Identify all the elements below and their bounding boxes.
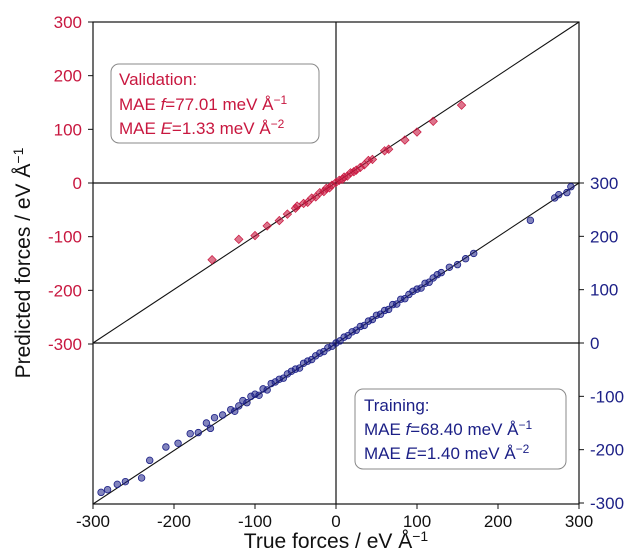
training-point bbox=[186, 429, 194, 438]
training-point bbox=[103, 485, 112, 494]
x-tick-label: -200 bbox=[157, 512, 191, 531]
validation-point bbox=[412, 127, 422, 137]
training-point bbox=[555, 191, 563, 199]
validation-points bbox=[207, 100, 467, 265]
validation-point bbox=[274, 215, 284, 226]
training-annotation-box bbox=[354, 388, 567, 470]
training-point bbox=[218, 411, 227, 419]
training-point bbox=[174, 439, 182, 447]
training-point bbox=[263, 386, 271, 394]
y-right-tick-label: 200 bbox=[590, 227, 618, 246]
validation-annotation-box bbox=[110, 63, 320, 144]
y-right-tick-label: 100 bbox=[590, 281, 618, 300]
training-annotation-title: Training: bbox=[364, 396, 430, 415]
validation-point bbox=[367, 154, 378, 165]
validation-point bbox=[262, 221, 272, 231]
training-point bbox=[417, 284, 425, 292]
training-point bbox=[567, 183, 575, 191]
validation-point bbox=[456, 100, 467, 110]
y-right-tick-label: -300 bbox=[590, 494, 624, 513]
training-point bbox=[470, 249, 478, 258]
training-point bbox=[235, 402, 243, 410]
training-annotation: Training: MAE f=68.40 meV Å−1 MAE E=1.40… bbox=[354, 388, 567, 470]
x-tick-label: 0 bbox=[331, 512, 340, 531]
y-left-tick-label: -200 bbox=[48, 281, 82, 300]
x-tick-label: 200 bbox=[484, 512, 512, 531]
training-point bbox=[437, 268, 445, 277]
training-point bbox=[243, 399, 251, 407]
validation-annotation-mae-f: MAE f=77.01 meV Å−1 bbox=[119, 93, 288, 114]
validation-point bbox=[292, 201, 302, 211]
x-tick-label: -300 bbox=[76, 512, 110, 531]
y-right-tick-label: -100 bbox=[590, 387, 624, 406]
training-point bbox=[145, 456, 154, 465]
x-tick-label: 100 bbox=[403, 512, 431, 531]
validation-point bbox=[234, 234, 244, 245]
y-axis-label: Predicted forces / eV Å−1 bbox=[10, 147, 35, 378]
y-right-tick-label: -200 bbox=[590, 441, 624, 460]
training-annotation-mae-f: MAE f=68.40 meV Å−1 bbox=[364, 418, 533, 439]
training-point bbox=[295, 364, 304, 372]
validation-point bbox=[250, 230, 260, 241]
y-left-tick-label: -300 bbox=[48, 335, 82, 354]
training-annotation-mae-e: MAE E=1.40 meV Å−2 bbox=[364, 442, 530, 463]
training-point bbox=[97, 488, 105, 497]
training-point bbox=[453, 260, 462, 269]
x-tick-label: -100 bbox=[238, 512, 272, 531]
training-point bbox=[162, 443, 170, 451]
x-axis-label: True forces / eV Å−1 bbox=[244, 528, 429, 553]
training-point bbox=[202, 419, 211, 427]
axis-ticks: -300 -200 -100 0 100 200 300 300 200 100 0 -100 -200… bbox=[48, 13, 624, 531]
training-point bbox=[121, 477, 130, 486]
training-point bbox=[137, 474, 146, 482]
x-tick-label: 300 bbox=[565, 512, 593, 531]
training-point bbox=[445, 263, 454, 271]
training-point bbox=[461, 255, 470, 263]
training-point bbox=[206, 424, 215, 433]
validation-point bbox=[207, 255, 217, 265]
training-point bbox=[210, 413, 219, 422]
training-point bbox=[231, 407, 239, 415]
validation-annotation-mae-e: MAE E=1.33 meV Å−2 bbox=[119, 117, 285, 138]
validation-point bbox=[383, 144, 394, 154]
validation-point bbox=[428, 116, 438, 126]
y-left-tick-label: 100 bbox=[54, 120, 82, 139]
y-left-tick-label: 200 bbox=[54, 67, 82, 86]
training-point bbox=[393, 300, 401, 308]
validation-annotation-title: Validation: bbox=[119, 70, 197, 89]
training-point bbox=[255, 391, 263, 399]
validation-point bbox=[400, 135, 410, 145]
y-left-tick-label: 0 bbox=[73, 174, 82, 193]
training-point bbox=[113, 480, 121, 489]
y-right-tick-label: 300 bbox=[590, 174, 618, 193]
y-left-tick-label: -100 bbox=[48, 228, 82, 247]
training-point bbox=[563, 188, 571, 197]
training-point bbox=[194, 428, 202, 437]
validation-point bbox=[282, 209, 293, 219]
training-point bbox=[526, 216, 535, 225]
y-right-tick-label: 0 bbox=[590, 334, 599, 353]
y-left-tick-label: 300 bbox=[54, 13, 82, 32]
training-points bbox=[97, 183, 575, 497]
training-point bbox=[384, 305, 393, 314]
validation-annotation: Validation: MAE f=77.01 meV Å−1 MAE E=1.… bbox=[110, 63, 320, 144]
